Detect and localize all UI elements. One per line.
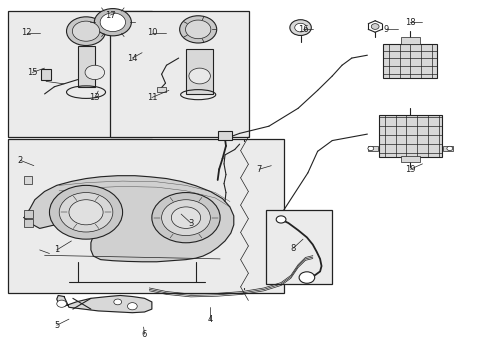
Bar <box>24 176 32 184</box>
Circle shape <box>114 299 122 305</box>
Circle shape <box>152 193 220 243</box>
Bar <box>110 12 249 137</box>
Text: 19: 19 <box>404 165 415 174</box>
Bar <box>217 131 232 140</box>
Bar <box>442 146 452 151</box>
Circle shape <box>171 207 200 228</box>
Text: 4: 4 <box>207 315 213 324</box>
Bar <box>8 12 152 137</box>
Bar <box>185 49 212 94</box>
Circle shape <box>66 17 105 45</box>
Text: 15: 15 <box>27 68 38 77</box>
Circle shape <box>299 272 314 283</box>
Text: 2: 2 <box>18 156 23 165</box>
Text: 13: 13 <box>89 93 100 102</box>
Circle shape <box>127 303 137 310</box>
Bar <box>24 219 33 226</box>
Bar <box>400 37 419 44</box>
Text: 14: 14 <box>127 54 137 63</box>
Bar <box>378 116 441 157</box>
Circle shape <box>367 146 373 150</box>
Bar <box>8 139 283 293</box>
Circle shape <box>446 146 452 150</box>
Text: 7: 7 <box>256 165 261 174</box>
Text: 17: 17 <box>105 10 116 19</box>
Bar <box>24 211 33 218</box>
Polygon shape <box>24 176 233 262</box>
Bar <box>78 45 95 87</box>
Circle shape <box>57 300 66 307</box>
Bar <box>367 146 377 151</box>
Text: 8: 8 <box>290 244 295 253</box>
Text: 9: 9 <box>383 25 388 34</box>
Circle shape <box>72 21 100 41</box>
Circle shape <box>188 68 210 84</box>
Circle shape <box>185 20 210 39</box>
Bar <box>41 69 51 80</box>
Circle shape <box>276 216 285 223</box>
Circle shape <box>370 24 378 30</box>
Text: 3: 3 <box>188 219 193 228</box>
Bar <box>266 211 331 284</box>
Circle shape <box>161 200 210 235</box>
Circle shape <box>100 13 125 32</box>
Text: 11: 11 <box>146 93 157 102</box>
Circle shape <box>49 185 122 239</box>
Text: 5: 5 <box>54 321 59 330</box>
Bar <box>400 156 419 162</box>
Text: 1: 1 <box>54 246 59 255</box>
Bar <box>383 44 436 78</box>
Circle shape <box>179 16 216 43</box>
Circle shape <box>94 9 131 36</box>
Text: 12: 12 <box>21 28 32 37</box>
Text: 18: 18 <box>404 18 415 27</box>
Circle shape <box>294 23 306 32</box>
Circle shape <box>69 200 103 225</box>
Bar <box>157 87 166 92</box>
Circle shape <box>59 193 113 232</box>
Text: 6: 6 <box>142 330 147 339</box>
Text: 10: 10 <box>146 28 157 37</box>
Polygon shape <box>57 296 152 313</box>
Circle shape <box>289 20 311 36</box>
Circle shape <box>85 65 104 80</box>
Text: 16: 16 <box>297 25 308 34</box>
